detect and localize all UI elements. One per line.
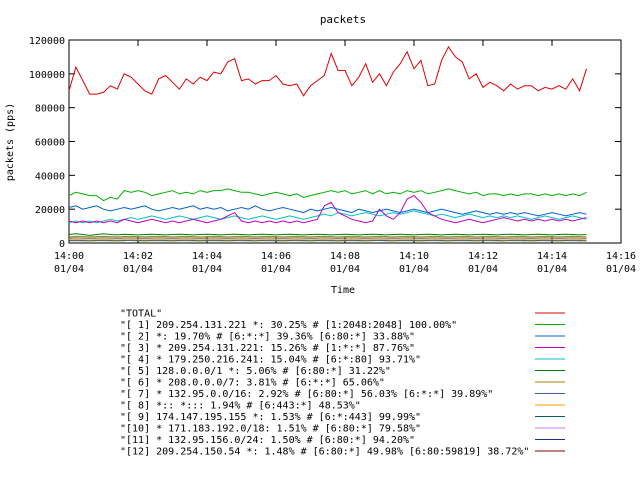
- legend-entry-label: "[ 7] * 132.95.0.0/16: 2.92% # [6:80:*] …: [120, 389, 493, 400]
- legend-entry-label: "[10] * 171.183.192.0/18: 1.51% # [6:80:…: [120, 424, 421, 435]
- x-tick-label-time: 14:12: [468, 251, 498, 262]
- legend-entry-label: "[ 8] *:: *::: 1.94% # [6:443:*] 48.53%": [120, 401, 361, 412]
- legend-entry-label: "TOTAL": [120, 309, 162, 320]
- series-line-0: [68, 45, 587, 97]
- x-tick-label-date: 01/04: [399, 264, 429, 275]
- x-tick-label-date: 01/04: [54, 264, 84, 275]
- x-tick-label-time: 14:14: [537, 251, 567, 262]
- legend-entry-label: "[12] 209.254.150.54 *: 1.48% # [6:80:*]…: [120, 447, 529, 458]
- x-tick-label-time: 14:10: [399, 251, 429, 262]
- legend-entry-label: "[ 4] * 179.250.216.241: 15.04% # [6:*:8…: [120, 355, 421, 366]
- x-tick-label-date: 01/04: [123, 264, 153, 275]
- x-tick-label-date: 01/04: [537, 264, 567, 275]
- legend-entry-label: "[ 1] 209.254.131.221 *: 30.25% # [1:204…: [120, 320, 457, 331]
- y-axis: 0 20000 40000 60000 80000 100000 120000: [29, 36, 621, 250]
- legend-entry-label: "[ 9] 174.147.195.155 *: 1.53% # [6:*:44…: [120, 412, 421, 423]
- y-tick-label: 0: [59, 239, 65, 250]
- series-line-3: [68, 194, 587, 224]
- y-tick-label: 20000: [35, 205, 65, 216]
- x-tick-label-date: 01/04: [261, 264, 291, 275]
- y-tick-label: 60000: [35, 138, 65, 149]
- legend-entry-label: "[11] * 132.95.156.0/24: 1.50% # [6:80:*…: [120, 435, 415, 446]
- x-tick-label-time: 14:02: [123, 251, 153, 262]
- chart-title: packets: [320, 13, 366, 26]
- x-tick-label-time: 14:08: [330, 251, 360, 262]
- x-axis: 14:00 01/04 14:02 01/04 14:04 01/04 14:06 01/04…: [54, 40, 636, 275]
- x-tick-label-time: 14:04: [192, 251, 222, 262]
- series-line-5: [68, 233, 587, 236]
- series-line-4: [68, 210, 587, 224]
- series-line-2: [68, 205, 587, 217]
- x-tick-label-time: 14:16: [606, 251, 636, 262]
- legend-entry-label: "[ 3] * 209.254.131.221: 15.26% # [1:*:*…: [120, 343, 415, 354]
- x-tick-label-date: 01/04: [330, 264, 360, 275]
- legend-entry-label: "[ 5] 128.0.0.0/1 *: 5.06% # [6:80:*] 31…: [120, 366, 391, 377]
- series-lines: [68, 45, 587, 242]
- legend-entry-label: "[ 6] * 208.0.0.0/7: 3.81% # [6:*:*] 65.…: [120, 378, 385, 389]
- x-tick-label-date: 01/04: [606, 264, 636, 275]
- y-tick-label: 100000: [29, 70, 65, 81]
- y-axis-label: packets (pps): [5, 103, 16, 181]
- series-line-1: [68, 188, 587, 202]
- x-tick-label-date: 01/04: [468, 264, 498, 275]
- legend: "TOTAL""[ 1] 209.254.131.221 *: 30.25% #…: [120, 309, 565, 458]
- y-tick-label: 120000: [29, 36, 65, 47]
- x-axis-label: Time: [331, 285, 355, 296]
- y-tick-label: 40000: [35, 171, 65, 182]
- series-line-6: [68, 235, 587, 238]
- x-tick-label-time: 14:06: [261, 251, 291, 262]
- x-tick-label-date: 01/04: [192, 264, 222, 275]
- y-tick-label: 80000: [35, 104, 65, 115]
- x-tick-label-time: 14:00: [54, 251, 84, 262]
- legend-entry-label: "[ 2] *: 19.70% # [6:*:*] 39.36% [6:80:*…: [120, 332, 415, 343]
